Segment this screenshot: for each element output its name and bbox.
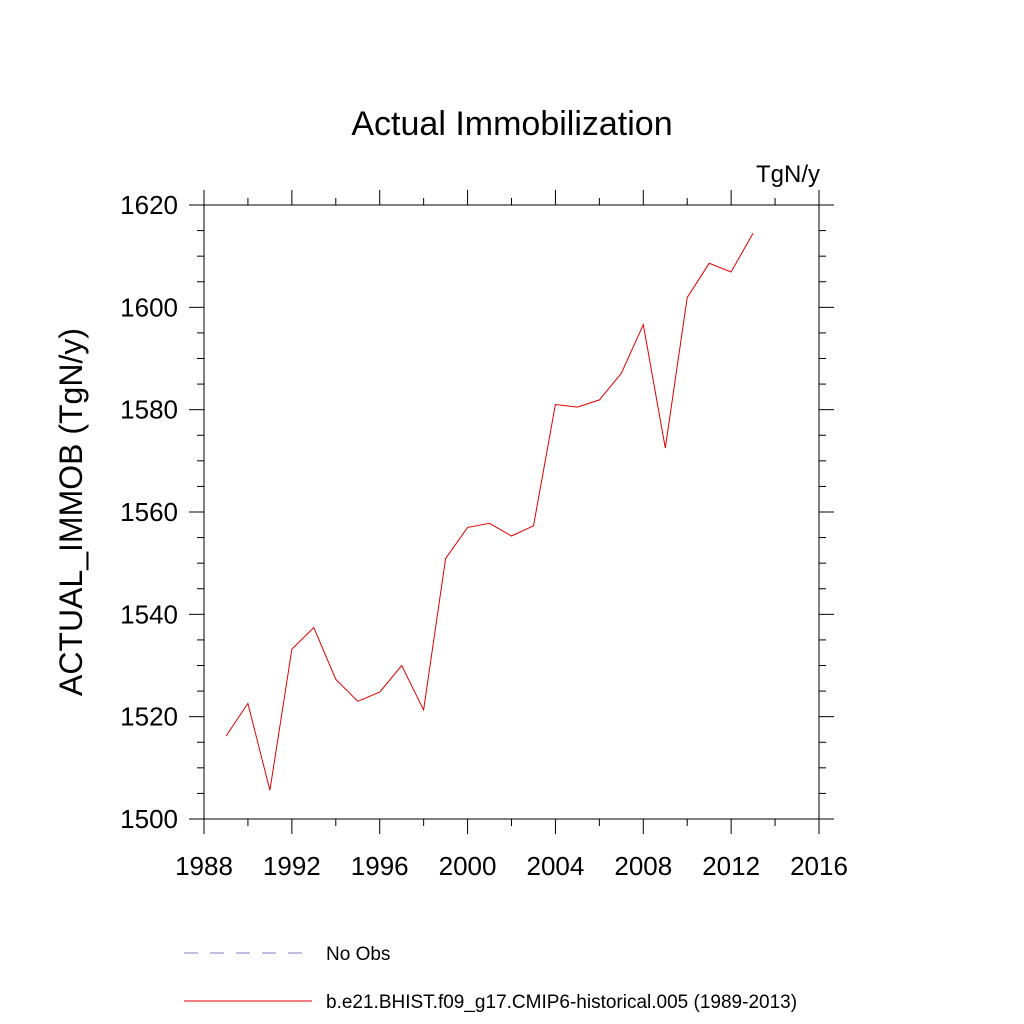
series-line: [225, 232, 754, 791]
y-tick-label: 1580: [120, 395, 178, 425]
legend-label: No Obs: [326, 944, 390, 965]
x-tick-label: 2012: [702, 851, 760, 881]
x-tick-label: 2004: [527, 851, 585, 881]
y-tick-label: 1600: [120, 292, 178, 322]
y-axis-ticks: 1500 1520 1540 1560 1580 1600 1620: [120, 190, 834, 834]
x-axis-ticks: 1988 1992 1996 2000 2004 2008 2012 2016: [175, 190, 848, 881]
units-label: TgN/y: [756, 161, 820, 188]
y-tick-label: 1540: [120, 599, 178, 629]
y-tick-label: 1560: [120, 497, 178, 527]
y-axis-label: ACTUAL_IMMOB (TgN/y): [53, 328, 89, 696]
x-tick-label: 1996: [351, 851, 409, 881]
x-tick-label: 2000: [439, 851, 497, 881]
x-tick-label: 2016: [790, 851, 848, 881]
y-tick-label: 1500: [120, 804, 178, 834]
x-tick-label: 1988: [175, 851, 233, 881]
legend-label: b.e21.BHIST.f09_g17.CMIP6-historical.005…: [326, 992, 797, 1013]
legend: No Obs b.e21.BHIST.f09_g17.CMIP6-historic…: [184, 944, 797, 1013]
x-tick-label: 1992: [263, 851, 321, 881]
y-tick-label: 1620: [120, 190, 178, 220]
plot-frame: [203, 204, 820, 820]
chart-title: Actual Immobilization: [351, 105, 672, 143]
y-tick-label: 1520: [120, 702, 178, 732]
series-layer: [225, 232, 754, 791]
x-tick-label: 2008: [614, 851, 672, 881]
